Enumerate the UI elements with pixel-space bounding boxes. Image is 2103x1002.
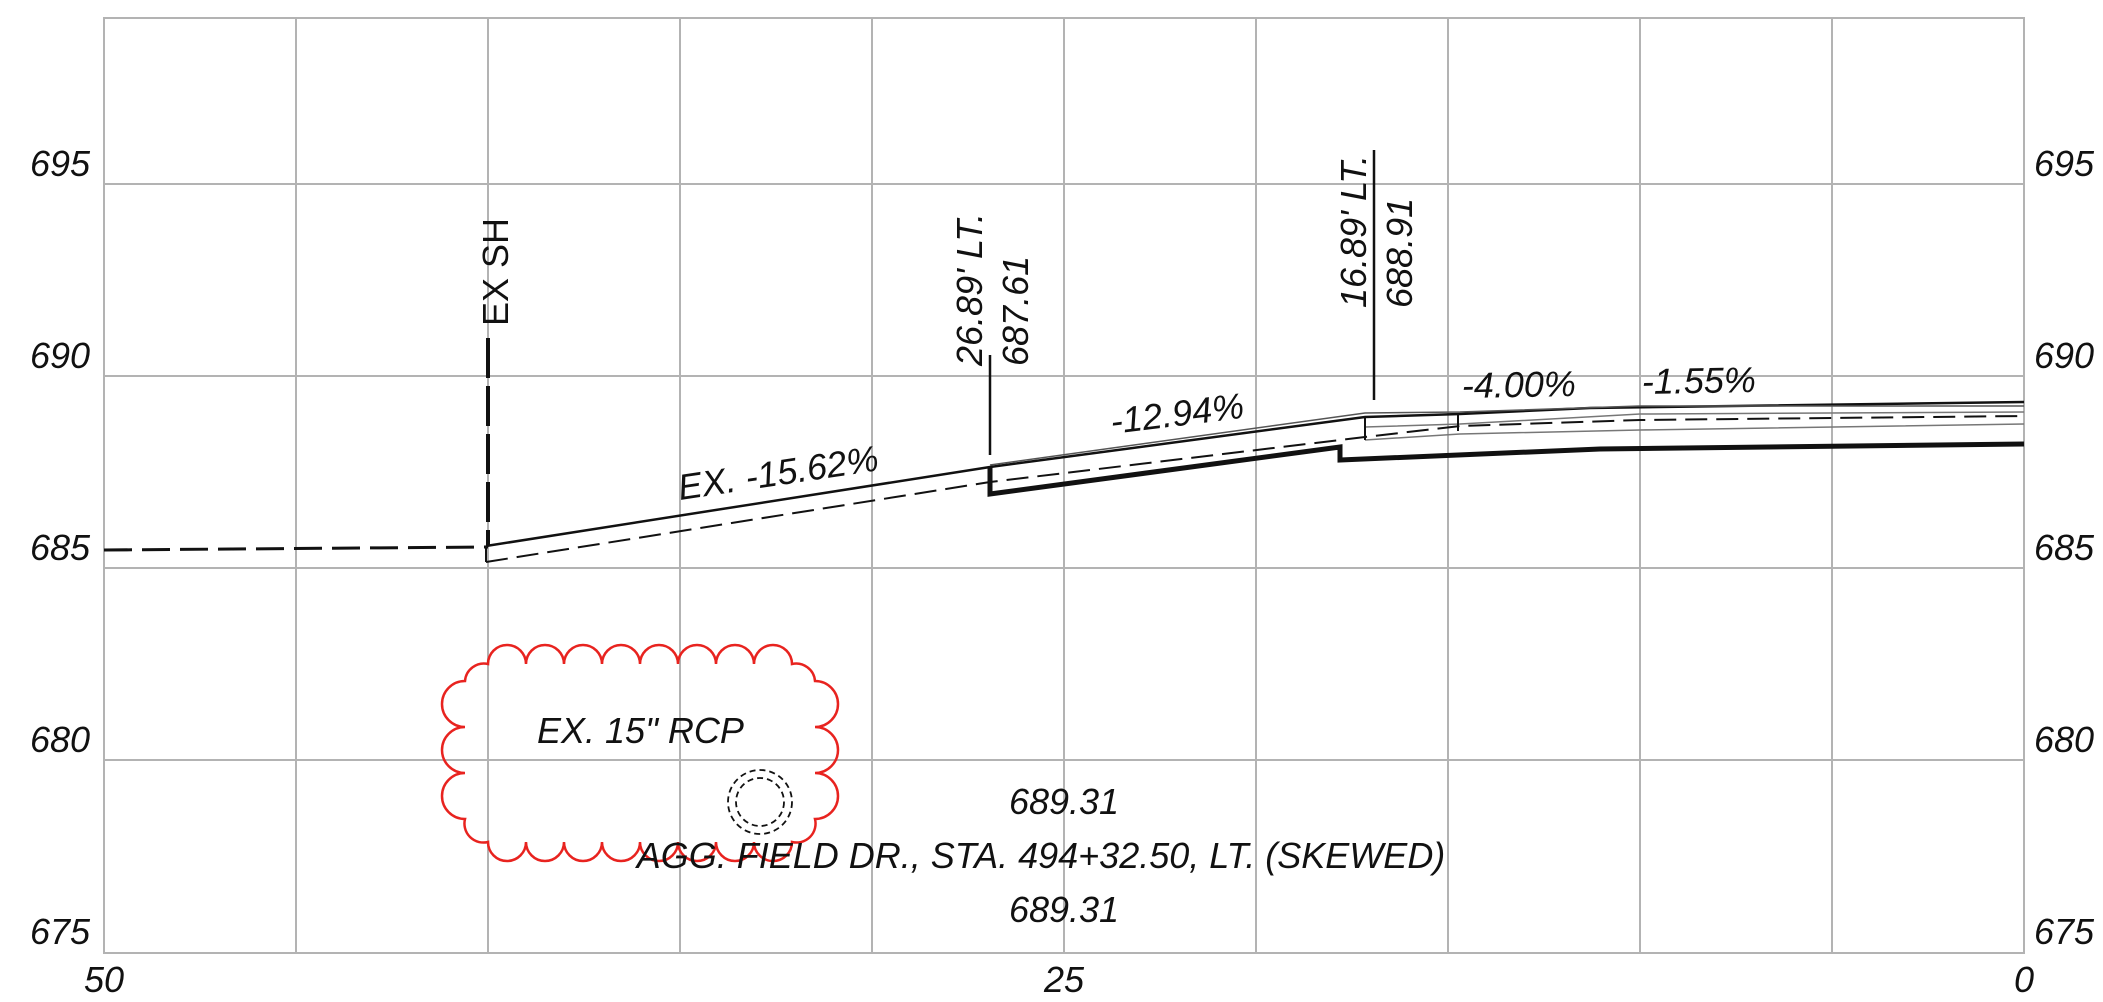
pipe-outer-circle	[727, 769, 793, 835]
y-axis-right: 695 690 685 680 675	[2034, 143, 2095, 952]
proposed-subgrade-bold	[987, 441, 2025, 497]
pipe-inner-circle	[735, 777, 785, 827]
y-tick-label: 675	[2034, 911, 2095, 952]
pavement-lower-line	[1364, 423, 2025, 441]
x-tick-label: 0	[2014, 959, 2034, 1000]
grade-3-label: -1.55%	[1641, 359, 1756, 402]
existing-subgrade-dashed	[485, 415, 2025, 563]
y-tick-label: 690	[30, 335, 90, 376]
pavement-top-line	[989, 405, 2024, 466]
y-tick-label: 680	[2034, 719, 2094, 760]
y-tick-label: 695	[2034, 143, 2095, 184]
grid	[103, 17, 2025, 954]
existing-ground-line	[103, 545, 489, 552]
elevation-left-label: 687.61	[995, 256, 1036, 366]
elevation-right-label: 688.91	[1379, 198, 1420, 308]
pavement-inner-line	[1364, 411, 2025, 428]
section-elevation-bottom: 689.31	[1009, 889, 1119, 930]
y-tick-label: 675	[30, 911, 91, 952]
y-tick-label: 680	[30, 719, 90, 760]
grade-2-label: -4.00%	[1461, 363, 1576, 406]
y-tick-label: 685	[30, 527, 91, 568]
profile-lines	[485, 400, 2025, 563]
offset-right-label: 16.89' LT.	[1333, 155, 1374, 308]
x-axis: 50 25 0	[84, 959, 2034, 1000]
pipe-symbol	[727, 769, 793, 835]
grade-1-label: -12.94%	[1108, 385, 1246, 442]
existing-surface-line	[485, 400, 2025, 548]
y-tick-label: 685	[2034, 527, 2095, 568]
x-tick-label: 50	[84, 959, 124, 1000]
pipe-label: EX. 15" RCP	[537, 710, 744, 751]
section-elevation-top: 689.31	[1009, 781, 1119, 822]
offset-left-label: 26.89' LT.	[949, 213, 990, 367]
revision-cloud	[440, 643, 840, 863]
ex-sh-label: EX SH	[475, 218, 516, 326]
y-axis-left: 695 690 685 680 675	[30, 143, 91, 952]
section-title: AGG. FIELD DR., STA. 494+32.50, LT. (SKE…	[635, 835, 1446, 876]
x-tick-label: 25	[1043, 959, 1085, 1000]
grade-ex-label: EX. -15.62%	[675, 437, 881, 507]
y-tick-label: 695	[30, 143, 91, 184]
y-tick-label: 690	[2034, 335, 2094, 376]
revision-cloud-outline	[440, 643, 840, 863]
